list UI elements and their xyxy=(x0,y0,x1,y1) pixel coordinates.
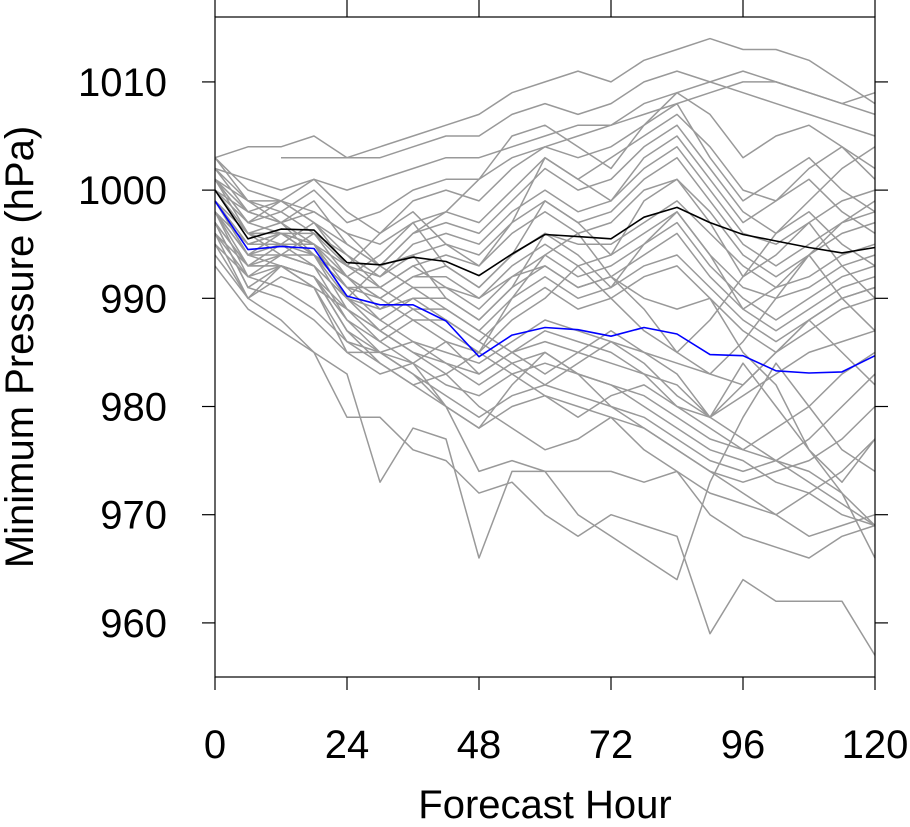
x-axis-ticks: 0 24 48 72 96 120 xyxy=(204,0,909,767)
series-line-ensemble-4 xyxy=(214,91,876,235)
series-line-ensemble-37 xyxy=(214,211,876,332)
series-line-ensemble-14 xyxy=(214,222,876,343)
y-tick-label: 980 xyxy=(100,386,167,430)
series-line-black-38 xyxy=(214,189,876,277)
series-line-ensemble-2 xyxy=(214,81,876,191)
series-line-ensemble-33 xyxy=(214,232,876,581)
x-axis-title: Forecast Hour xyxy=(418,783,671,827)
y-axis-title: Minimum Pressure (hPa) xyxy=(0,126,42,568)
y-tick-label: 960 xyxy=(100,602,167,646)
series-line-ensemble-35 xyxy=(214,135,876,267)
x-tick-label: 48 xyxy=(457,723,502,767)
x-tick-label: 0 xyxy=(204,723,226,767)
series-layer xyxy=(214,37,876,656)
series-line-ensemble-17 xyxy=(214,189,876,375)
series-line-ensemble-36 xyxy=(214,178,876,299)
series-line-ensemble-8 xyxy=(214,156,876,278)
y-tick-label: 970 xyxy=(100,494,167,538)
y-axis-ticks: 960 970 980 990 1000 1010 xyxy=(78,61,888,646)
series-line-ensemble-18 xyxy=(214,200,876,386)
x-tick-label: 72 xyxy=(589,723,634,767)
series-line-ensemble-1 xyxy=(281,37,876,159)
series-line-ensemble-24 xyxy=(214,167,876,419)
x-tick-label: 120 xyxy=(842,723,909,767)
y-tick-label: 1010 xyxy=(78,61,167,105)
series-line-ensemble-34 xyxy=(214,102,876,267)
series-line-ensemble-9 xyxy=(214,178,876,289)
series-line-ensemble-0 xyxy=(214,70,876,159)
series-line-ensemble-25 xyxy=(214,178,876,527)
series-line-ensemble-29 xyxy=(214,200,876,527)
series-line-ensemble-15 xyxy=(214,232,876,354)
series-line-ensemble-20 xyxy=(214,211,876,451)
series-line-ensemble-28 xyxy=(214,243,876,483)
series-line-ensemble-27 xyxy=(214,222,876,538)
x-tick-label: 96 xyxy=(721,723,766,767)
series-line-blue-39 xyxy=(214,200,876,374)
series-line-ensemble-7 xyxy=(214,146,876,278)
series-line-ensemble-6 xyxy=(214,124,876,267)
series-line-ensemble-31 xyxy=(214,265,876,656)
x-tick-label: 24 xyxy=(325,723,370,767)
y-tick-label: 990 xyxy=(100,277,167,321)
series-line-ensemble-30 xyxy=(214,243,876,559)
plot-frame xyxy=(214,16,876,678)
y-tick-label: 1000 xyxy=(78,169,167,213)
